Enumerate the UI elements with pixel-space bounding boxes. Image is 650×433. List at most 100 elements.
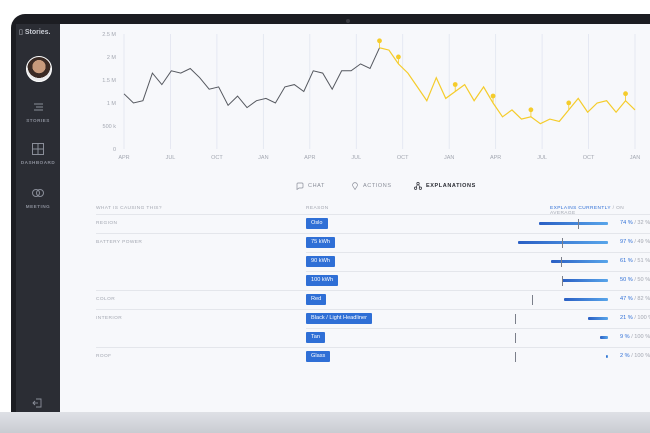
current-percent: 97 % bbox=[620, 239, 635, 245]
sidebar-item-label: MEETING bbox=[25, 204, 51, 209]
percent-value: 50 % / 50 % bbox=[620, 277, 650, 283]
group-label: COLOR bbox=[96, 297, 116, 302]
tab-label: CHAT bbox=[308, 183, 325, 189]
dashboard-icon bbox=[32, 143, 44, 155]
y-tick-label: 2 M bbox=[107, 55, 117, 61]
tab-actions[interactable]: ACTIONS bbox=[351, 182, 392, 190]
row-divider bbox=[96, 233, 650, 234]
average-marker bbox=[562, 237, 564, 248]
group-label: REGION bbox=[96, 221, 118, 226]
network-icon bbox=[414, 182, 422, 190]
explains-current-bar bbox=[551, 260, 608, 263]
group-label: BATTERY POWER bbox=[96, 240, 143, 245]
view-tabs: CHAT ACTIONS EXPLANATIONS bbox=[60, 182, 650, 194]
header-current[interactable]: EXPLAINS CURRENTLY bbox=[550, 206, 611, 211]
y-tick-label: 1 M bbox=[107, 101, 117, 107]
laptop-base bbox=[0, 412, 650, 433]
average-marker bbox=[560, 256, 562, 267]
average-percent: / 51 % bbox=[634, 258, 650, 264]
explains-current-bar bbox=[564, 298, 608, 301]
reason-chip[interactable]: 90 kWh bbox=[306, 256, 335, 267]
y-tick-label: 1.5 M bbox=[102, 78, 116, 84]
event-pin-marker bbox=[396, 54, 401, 60]
y-tick-label: 500 k bbox=[103, 124, 117, 130]
brand-logo[interactable]: ▯ Stories. bbox=[19, 28, 51, 36]
reason-chip[interactable]: Glass bbox=[306, 351, 331, 362]
user-avatar[interactable] bbox=[26, 56, 52, 82]
group-label: ROOF bbox=[96, 354, 112, 359]
meeting-icon bbox=[32, 189, 44, 197]
x-tick-label: JAN bbox=[258, 155, 268, 161]
x-tick-label: JUL bbox=[166, 155, 176, 161]
average-percent: / 100 % bbox=[631, 334, 650, 340]
explains-current-bar bbox=[588, 317, 608, 320]
row-divider bbox=[96, 290, 650, 291]
current-percent: 74 % bbox=[620, 220, 635, 226]
average-percent: / 32 % bbox=[634, 220, 650, 226]
average-marker bbox=[515, 313, 516, 324]
sidebar-item-label: DASHBOARD bbox=[20, 160, 56, 165]
reason-chip[interactable]: 100 kWh bbox=[306, 275, 339, 286]
explains-current-bar bbox=[561, 279, 608, 282]
current-percent: 47 % bbox=[620, 296, 635, 302]
x-tick-label: APR bbox=[304, 155, 315, 161]
x-tick-label: JAN bbox=[630, 155, 640, 161]
x-tick-label: OCT bbox=[397, 155, 409, 161]
percent-value: 97 % / 49 % bbox=[620, 239, 650, 245]
average-marker bbox=[561, 275, 563, 286]
sidebar-item-meeting[interactable]: MEETING bbox=[16, 186, 60, 209]
current-percent: 2 % bbox=[620, 353, 632, 359]
sidebar-item-stories[interactable]: STORIES bbox=[16, 100, 60, 123]
event-pin-marker bbox=[528, 107, 534, 113]
app-screen: ▯ Stories. STORIES DASHBOARD bbox=[16, 24, 650, 412]
event-pin-marker bbox=[623, 91, 628, 97]
column-header-explains: EXPLAINS CURRENTLY / ON AVERAGE bbox=[550, 206, 650, 216]
event-pin-marker bbox=[452, 82, 458, 87]
row-divider bbox=[96, 347, 650, 348]
average-marker bbox=[531, 294, 533, 305]
current-percent: 50 % bbox=[620, 277, 635, 283]
percent-value: 61 % / 51 % bbox=[620, 258, 650, 264]
sidebar: ▯ Stories. STORIES DASHBOARD bbox=[16, 24, 60, 412]
average-percent: / 49 % bbox=[634, 239, 650, 245]
header-average[interactable]: / ON AVERAGE bbox=[550, 206, 625, 216]
percent-value: 9 % / 100 % bbox=[620, 334, 650, 340]
average-marker bbox=[515, 351, 516, 362]
y-tick-label: 0 bbox=[113, 147, 116, 153]
group-label: INTERIOR bbox=[96, 316, 123, 321]
sidebar-item-dashboard[interactable]: DASHBOARD bbox=[16, 142, 60, 165]
chat-icon bbox=[296, 182, 304, 190]
average-percent: / 82 % bbox=[634, 296, 650, 302]
reason-chip[interactable]: Tan bbox=[306, 332, 326, 343]
tab-label: ACTIONS bbox=[363, 183, 392, 189]
percent-value: 21 % / 100 % bbox=[620, 315, 650, 321]
percent-value: 47 % / 82 % bbox=[620, 296, 650, 302]
column-header-reason: REASON bbox=[306, 206, 329, 211]
average-percent: / 100 % bbox=[631, 353, 650, 359]
reason-chip[interactable]: Red bbox=[306, 294, 327, 305]
event-pin-marker bbox=[566, 100, 572, 106]
row-divider bbox=[306, 328, 650, 329]
average-marker bbox=[515, 332, 516, 343]
event-pin-marker bbox=[490, 93, 496, 99]
tab-chat[interactable]: CHAT bbox=[296, 182, 325, 190]
brand-icon: ▯ bbox=[19, 29, 23, 36]
row-divider bbox=[96, 214, 650, 215]
reason-chip[interactable]: Oslo bbox=[306, 218, 328, 229]
reason-chip[interactable]: 75 kWh bbox=[306, 237, 335, 248]
history-series-line bbox=[123, 47, 380, 109]
stories-icon bbox=[34, 103, 43, 111]
logout-icon[interactable] bbox=[32, 398, 42, 408]
y-tick-label: 2.5 M bbox=[102, 32, 116, 38]
reason-chip[interactable]: Black / Light Headliner bbox=[306, 313, 372, 324]
current-percent: 9 % bbox=[620, 334, 632, 340]
x-tick-label: APR bbox=[490, 155, 501, 161]
x-tick-label: JAN bbox=[444, 155, 454, 161]
x-tick-label: OCT bbox=[211, 155, 223, 161]
row-divider bbox=[306, 271, 650, 272]
row-divider bbox=[96, 309, 650, 310]
tab-explanations[interactable]: EXPLANATIONS bbox=[414, 182, 476, 190]
pin-icon bbox=[352, 182, 358, 190]
